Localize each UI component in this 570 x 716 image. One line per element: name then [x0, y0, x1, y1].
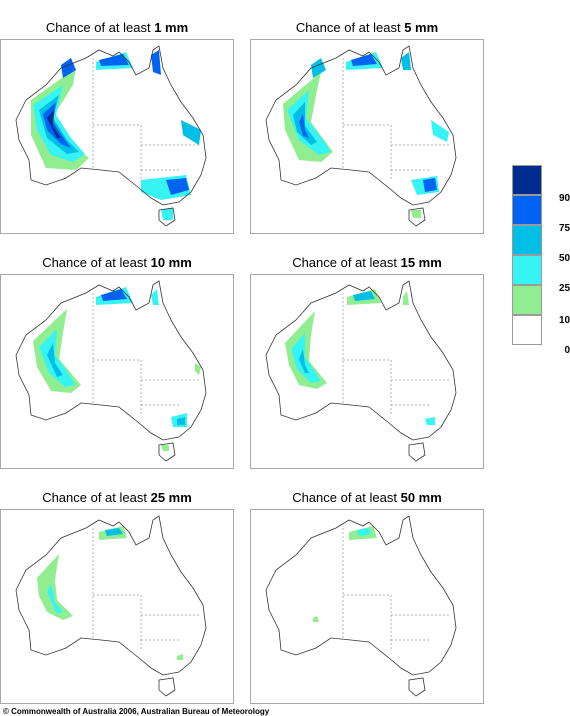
legend-label-50: 50% — [558, 253, 570, 264]
legend-swatch-75 — [512, 195, 542, 225]
state-borders — [342, 293, 451, 415]
panel-title: Chance of at least 10 mm — [42, 255, 192, 270]
probability-legend: 90% 75% 50% 25% 10% 0% — [512, 165, 570, 356]
legend-label-75: 75% — [558, 223, 570, 234]
tasmania-outline — [408, 207, 426, 227]
tasmania-outline — [408, 442, 426, 462]
australia-map — [0, 509, 234, 704]
rainfall-probability-shading — [285, 289, 435, 425]
panel-title: Chance of at least 50 mm — [292, 490, 442, 505]
legend-swatch-25 — [512, 255, 542, 285]
legend-swatch-0 — [512, 315, 542, 345]
panel-title: Chance of at least 15 mm — [292, 255, 442, 270]
australia-map — [0, 274, 234, 469]
legend-swatch-10 — [512, 285, 542, 315]
legend-label-90: 90% — [558, 193, 570, 204]
australia-coastline — [15, 515, 207, 676]
tasmania-outline — [408, 677, 426, 697]
panel-title: Chance of at least 1 mm — [45, 20, 189, 35]
australia-map — [250, 39, 484, 234]
australia-map — [250, 274, 484, 469]
panel-title: Chance of at least 5 mm — [295, 20, 439, 35]
legend-label-0: 0% — [564, 345, 570, 356]
state-borders — [342, 58, 451, 180]
australia-coastline — [265, 515, 457, 676]
state-borders — [92, 528, 201, 650]
rainfall-probability-shading — [33, 287, 201, 451]
tasmania-outline — [158, 207, 176, 227]
legend-swatch-90 — [512, 165, 542, 195]
australia-coastline — [265, 280, 457, 441]
rainfall-probability-shading — [37, 526, 183, 660]
rainfall-probability-shading — [31, 50, 201, 220]
state-borders — [92, 293, 201, 415]
australia-coastline — [15, 45, 207, 206]
legend-label-25: 25% — [558, 283, 570, 294]
state-borders — [342, 528, 451, 650]
copyright-notice: © Commonwealth of Australia 2006, Austra… — [3, 707, 270, 716]
australia-coastline — [265, 45, 457, 206]
state-borders — [92, 58, 201, 180]
panel-title: Chance of at least 25 mm — [42, 490, 192, 505]
rainfall-probability-shading — [313, 526, 377, 622]
rainfall-probability-shading — [283, 52, 449, 218]
australia-map — [250, 509, 484, 704]
tasmania-outline — [158, 677, 176, 697]
australia-map — [0, 39, 234, 234]
australia-coastline — [15, 280, 207, 441]
tasmania-outline — [158, 442, 176, 462]
legend-label-10: 10% — [558, 315, 570, 326]
legend-swatch-50 — [512, 225, 542, 255]
